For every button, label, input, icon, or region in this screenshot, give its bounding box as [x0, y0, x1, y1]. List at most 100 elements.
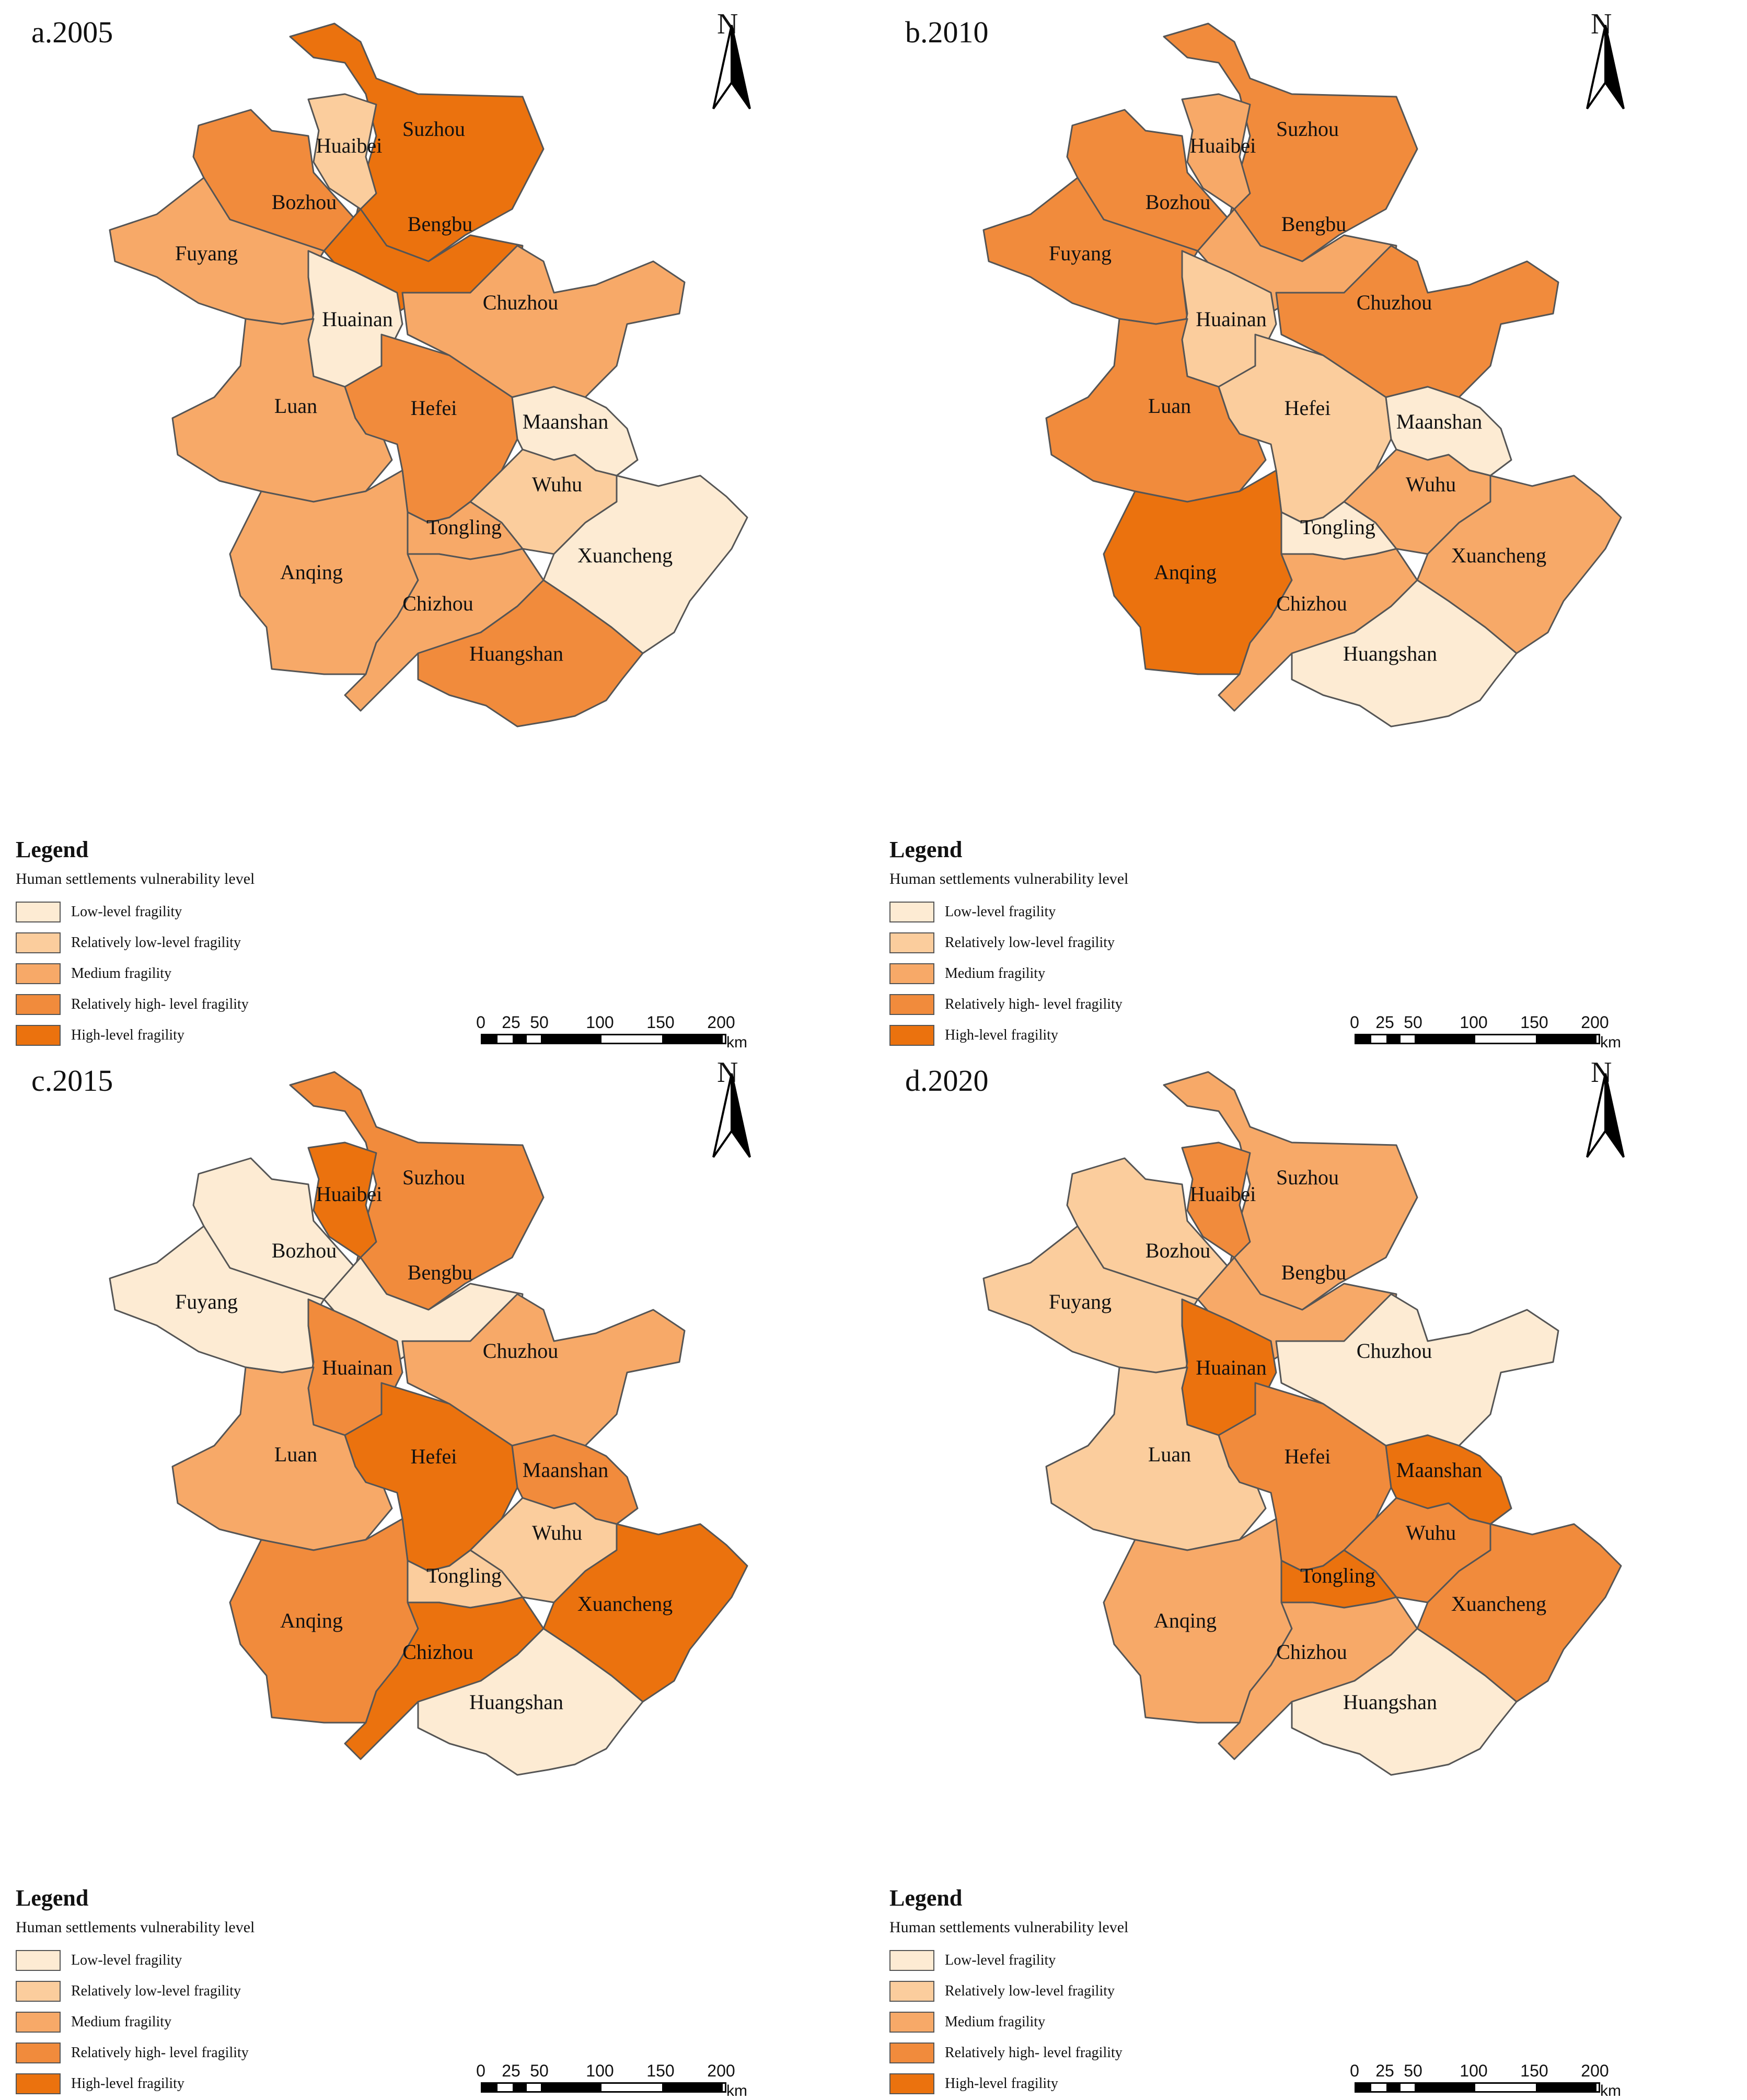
city-label-chizhou: Chizhou [1276, 592, 1347, 615]
city-label-xuancheng: Xuancheng [577, 544, 673, 567]
north-arrow-icon [1586, 25, 1625, 110]
scale-segment [513, 2084, 527, 2091]
city-label-xuancheng: Xuancheng [1451, 1592, 1546, 1616]
city-label-bengbu: Bengbu [408, 212, 472, 236]
city-label-wuhu: Wuhu [1406, 1521, 1456, 1544]
scale-tick-label: 200 [707, 2061, 735, 2080]
legend: Legend Human settlements vulnerability l… [889, 836, 1224, 1051]
city-label-hefei: Hefei [1285, 1445, 1331, 1468]
legend-swatch [889, 2011, 934, 2033]
scale-tick-label: 150 [646, 2061, 675, 2080]
scale-tick-label: 0 [476, 2061, 485, 2080]
city-label-bozhou: Bozhou [1146, 190, 1210, 214]
legend-item-low: Low-level fragility [889, 896, 1224, 927]
scale-segment [1401, 1035, 1415, 1043]
panel-title: a.2005 [31, 15, 113, 49]
map-svg: Suzhou Huaibei Bozhou Bengbu Fuyang Huainan Ch… [109, 1071, 748, 1776]
legend-swatch [16, 932, 61, 953]
city-label-suzhou: Suzhou [402, 1166, 465, 1189]
scale-bar-graphic [1355, 2082, 1600, 2093]
region-huangshan [1291, 579, 1518, 728]
legend-title: Legend [16, 1885, 89, 1911]
legend-label: High-level fragility [71, 2075, 184, 2092]
legend-item-rel_low: Relatively low-level fragility [16, 1976, 350, 2006]
legend-item-medium: Medium fragility [889, 2006, 1224, 2037]
legend-item-rel_high: Relatively high- level fragility [16, 989, 350, 1020]
legend-swatch [889, 901, 934, 922]
scale-bar: 0 25 50 100 150 200 km [1350, 2061, 1621, 2099]
city-label-chuzhou: Chuzhou [483, 291, 558, 314]
city-label-huangshan: Huangshan [1343, 642, 1437, 665]
legend-subtitle: Human settlements vulnerability level [16, 1919, 255, 1936]
city-label-hefei: Hefei [411, 1445, 457, 1468]
legend-label: Medium fragility [71, 965, 172, 982]
scale-tick-label: 50 [1404, 1013, 1422, 1032]
city-label-huaibei: Huaibei [316, 134, 383, 157]
scale-unit: km [726, 2082, 747, 2099]
panel-title: d.2020 [905, 1064, 989, 1098]
scale-tick-label: 200 [707, 1013, 735, 1032]
legend-item-high: High-level fragility [16, 2068, 350, 2099]
legend-item-rel_low: Relatively low-level fragility [889, 927, 1224, 958]
scale-segment [527, 2084, 541, 2091]
scale-bar-graphic [1355, 1034, 1600, 1044]
scale-segment [482, 1035, 498, 1043]
legend-swatch [16, 1024, 61, 1046]
region-xuancheng [542, 1523, 748, 1703]
region-suzhou [1163, 22, 1418, 262]
city-label-huangshan: Huangshan [1343, 1690, 1437, 1714]
scale-tick-label: 25 [1375, 1013, 1394, 1032]
scale-bar: 0 25 50 100 150 200 km [476, 2061, 747, 2099]
city-label-fuyang: Fuyang [175, 241, 238, 265]
city-label-xuancheng: Xuancheng [577, 1592, 673, 1616]
city-label-chuzhou: Chuzhou [1357, 291, 1432, 314]
scale-unit: km [726, 1034, 747, 1051]
panel-title: c.2015 [31, 1064, 113, 1098]
scale-tick-label: 150 [1520, 1013, 1548, 1032]
city-label-xuancheng: Xuancheng [1451, 544, 1546, 567]
legend-item-rel_high: Relatively high- level fragility [16, 2037, 350, 2068]
city-label-maanshan: Maanshan [1396, 410, 1482, 433]
legend-item-rel_high: Relatively high- level fragility [889, 2037, 1224, 2068]
scale-tick-label: 0 [476, 1013, 485, 1032]
city-label-bozhou: Bozhou [272, 190, 337, 214]
region-luan [1045, 318, 1267, 503]
city-label-huaibei: Huaibei [1190, 1182, 1256, 1206]
scale-segment [513, 1035, 527, 1043]
scale-segment [1536, 1035, 1596, 1043]
scale-labels: 0 25 50 100 150 200 [1350, 1013, 1609, 1032]
scale-segment [1415, 1035, 1475, 1043]
region-huaibei [1181, 93, 1251, 210]
legend-subtitle: Human settlements vulnerability level [889, 1919, 1129, 1936]
legend-label: Relatively low-level fragility [71, 1982, 241, 1999]
legend-item-medium: Medium fragility [16, 2006, 350, 2037]
scale-segment [1386, 1035, 1401, 1043]
legend-item-high: High-level fragility [16, 1020, 350, 1051]
city-label-suzhou: Suzhou [1276, 1166, 1339, 1189]
legend-swatch [889, 2073, 934, 2094]
legend: Legend Human settlements vulnerability l… [889, 1885, 1224, 2099]
legend-item-rel_low: Relatively low-level fragility [889, 1976, 1224, 2006]
legend-items: Low-level fragility Relatively low-level … [889, 896, 1224, 1051]
scale-segment [1356, 1035, 1371, 1043]
region-xuancheng [542, 475, 748, 654]
scale-bar-graphic [481, 2082, 726, 2093]
legend-item-rel_low: Relatively low-level fragility [16, 927, 350, 958]
scale-tick-label: 50 [530, 1013, 549, 1032]
city-label-luan: Luan [274, 394, 317, 418]
city-label-huainan: Huainan [322, 307, 393, 331]
legend-swatch [16, 994, 61, 1015]
map-panel-2010: Suzhou Huaibei Bozhou Bengbu Fuyang Huainan Ch… [874, 0, 1747, 1051]
city-label-bengbu: Bengbu [408, 1261, 472, 1284]
region-luan [1045, 1366, 1267, 1551]
region-huaibei [1181, 1141, 1251, 1259]
city-label-huaibei: Huaibei [1190, 134, 1256, 157]
scale-segment [662, 2084, 723, 2091]
city-label-huaibei: Huaibei [316, 1182, 383, 1206]
legend-label: High-level fragility [945, 2075, 1058, 2092]
legend: Legend Human settlements vulnerability l… [16, 1885, 350, 2099]
city-label-anqing: Anqing [280, 560, 343, 584]
scale-tick-label: 100 [1460, 2061, 1488, 2080]
region-huaibei [307, 93, 377, 210]
scale-tick-label: 25 [1375, 2061, 1394, 2080]
